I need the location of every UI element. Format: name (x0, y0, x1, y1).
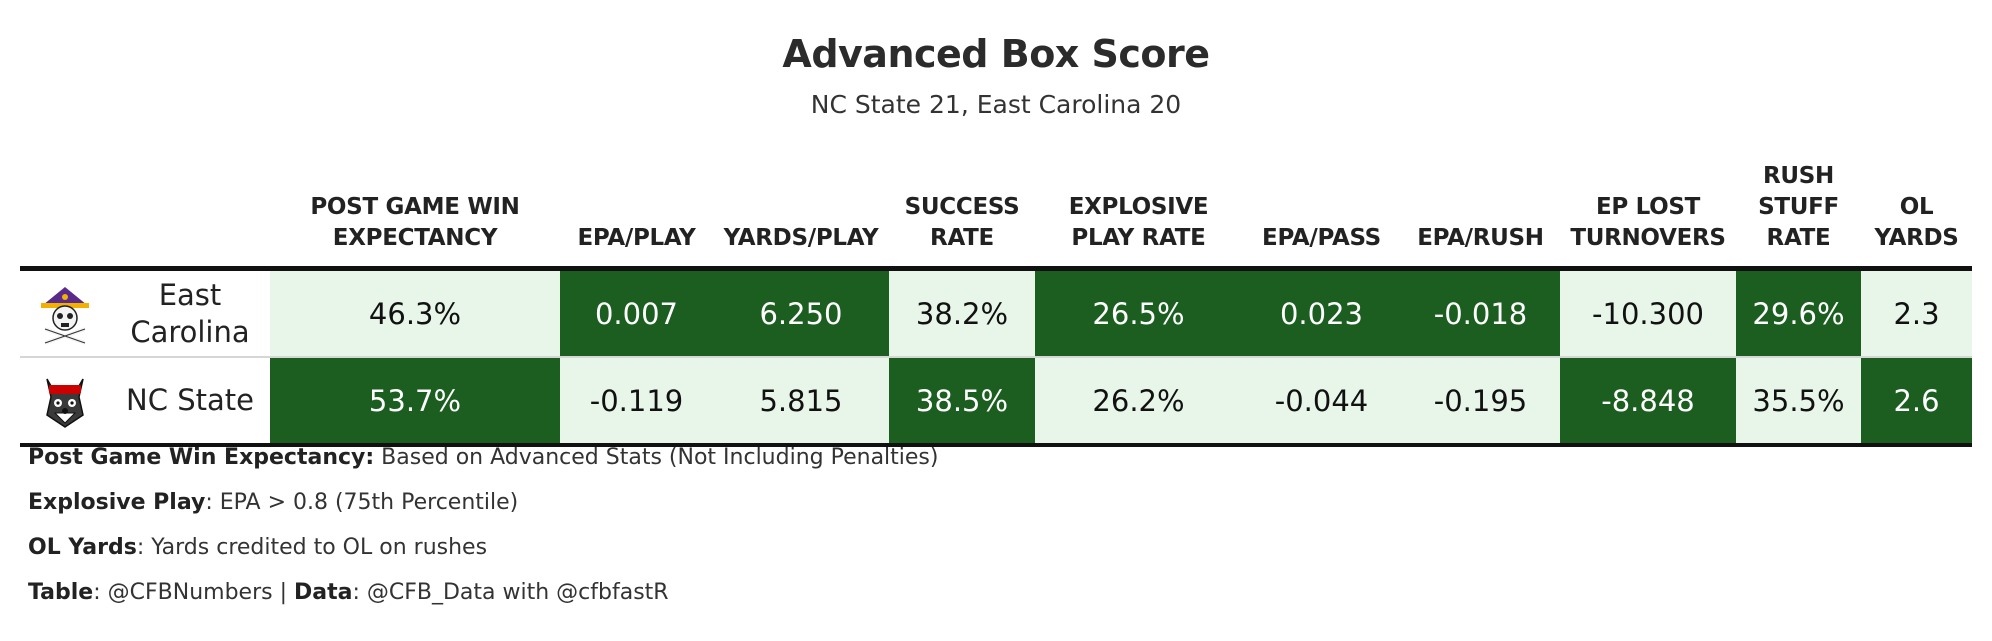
stat-cell: 0.007 (560, 268, 713, 358)
chart-title: Advanced Box Score (782, 32, 1210, 76)
ecu-pirate-logo (20, 268, 110, 358)
stat-cell: 46.3% (270, 268, 560, 358)
stat-cell: -0.018 (1401, 268, 1560, 358)
footnotes: Post Game Win Expectancy: Based on Advan… (28, 443, 938, 623)
footnote-text: : EPA > 0.8 (75th Percentile) (205, 490, 519, 515)
stat-cell: -8.848 (1560, 357, 1736, 447)
stat-cell: -0.195 (1401, 357, 1560, 447)
stat-cell: 38.5% (889, 357, 1035, 447)
chart-subtitle: NC State 21, East Carolina 20 (810, 90, 1182, 119)
column-header: EPA/PASS (1242, 146, 1401, 271)
stat-cell: 35.5% (1736, 357, 1861, 447)
footnote-label: OL Yards (28, 535, 137, 560)
stat-cell: 6.250 (713, 268, 889, 358)
column-header: YARDS/PLAY (713, 146, 889, 271)
column-header: EPA/RUSH (1401, 146, 1560, 271)
ncstate-wolf-logo (20, 357, 110, 447)
stat-cell: -10.300 (1560, 268, 1736, 358)
team-name: NC State (110, 357, 270, 447)
header-row: POST GAME WIN EXPECTANCY EPA/PLAY YARDS/… (20, 146, 1972, 271)
column-header: RUSH STUFF RATE (1736, 146, 1861, 271)
footnote-text: Based on Advanced Stats (Not Including P… (374, 445, 939, 470)
credits-line: Table: @CFBNumbers | Data: @CFB_Data wit… (28, 578, 938, 623)
credits-table-label: Table (28, 580, 94, 605)
credits-data-text: : @CFB_Data with @cfbfastR (352, 580, 669, 605)
column-header: EP LOST TURNOVERS (1560, 146, 1736, 271)
footnote-ol-yards: OL Yards: Yards credited to OL on rushes (28, 533, 938, 578)
column-header: OL YARDS (1861, 146, 1972, 271)
footnote-win-expectancy: Post Game Win Expectancy: Based on Advan… (28, 443, 938, 488)
footnote-explosive-play: Explosive Play: EPA > 0.8 (75th Percenti… (28, 488, 938, 533)
stat-cell: 2.6 (1861, 357, 1972, 447)
footnote-label: Post Game Win Expectancy: (28, 445, 375, 470)
column-header: SUCCESS RATE (889, 146, 1035, 271)
stat-cell: 29.6% (1736, 268, 1861, 358)
credits-table-text: : @CFBNumbers | (93, 580, 294, 605)
stat-cell: 2.3 (1861, 268, 1972, 358)
box-score-table: POST GAME WIN EXPECTANCY EPA/PLAY YARDS/… (20, 146, 1972, 447)
table-row: NC State 53.7% -0.119 5.815 38.5% 26.2% … (20, 357, 1972, 447)
credits-data-label: Data (293, 580, 353, 605)
stat-cell: 26.2% (1035, 357, 1242, 447)
footnote-text: : Yards credited to OL on rushes (136, 535, 488, 560)
team-name: East Carolina (110, 268, 270, 358)
footnote-label: Explosive Play (28, 490, 206, 515)
table-row: East Carolina 46.3% 0.007 6.250 38.2% 26… (20, 268, 1972, 358)
column-header: POST GAME WIN EXPECTANCY (270, 146, 560, 271)
stat-cell: -0.119 (560, 357, 713, 447)
column-header: EXPLOSIVE PLAY RATE (1035, 146, 1242, 271)
stat-cell: 53.7% (270, 357, 560, 447)
stat-cell: 0.023 (1242, 268, 1401, 358)
column-header: EPA/PLAY (560, 146, 713, 271)
stat-cell: 5.815 (713, 357, 889, 447)
stat-cell: 38.2% (889, 268, 1035, 358)
stat-cell: -0.044 (1242, 357, 1401, 447)
stat-cell: 26.5% (1035, 268, 1242, 358)
